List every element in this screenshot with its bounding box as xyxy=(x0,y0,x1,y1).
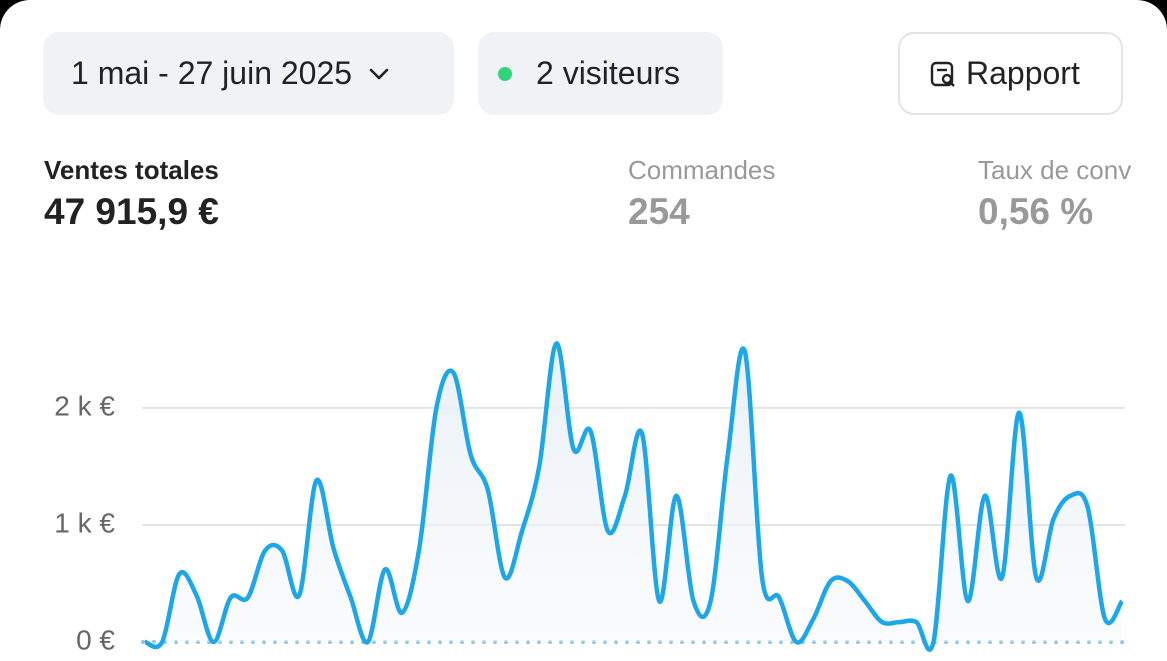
metric[interactable]: Ventes totales 47 915,9 € xyxy=(44,152,219,236)
area xyxy=(145,343,1122,650)
metric[interactable]: Taux de conv 0,56 % xyxy=(978,152,1131,236)
date-range[interactable]: 1 mai - 27 juin 2025 xyxy=(71,55,353,91)
visitors-pill[interactable]: 2 visiteurs xyxy=(478,32,723,115)
y-tick-label: 2 k € xyxy=(54,390,115,421)
metric[interactable]: Commandes 254 xyxy=(628,152,775,236)
live-dot xyxy=(498,66,512,81)
metric-value: 254 xyxy=(628,191,690,232)
report-label[interactable]: Rapport xyxy=(966,55,1080,91)
chevron xyxy=(369,68,389,79)
metric-value: 0,56 % xyxy=(978,191,1094,232)
y-tick-label: 1 k € xyxy=(54,507,115,538)
metric-value: 47 915,9 € xyxy=(44,191,219,232)
metric-label: Ventes totales xyxy=(44,155,219,185)
metric-label: Taux de conv xyxy=(978,155,1132,185)
report-icon xyxy=(930,61,955,87)
report-button[interactable]: Rapport xyxy=(898,32,1123,115)
y-tick-label: 0 € xyxy=(76,624,115,655)
line xyxy=(144,341,1124,652)
date-picker[interactable]: 1 mai - 27 juin 2025 xyxy=(43,32,454,115)
metric-label: Commandes xyxy=(628,155,776,185)
visitors[interactable]: 2 visiteurs xyxy=(536,55,681,91)
